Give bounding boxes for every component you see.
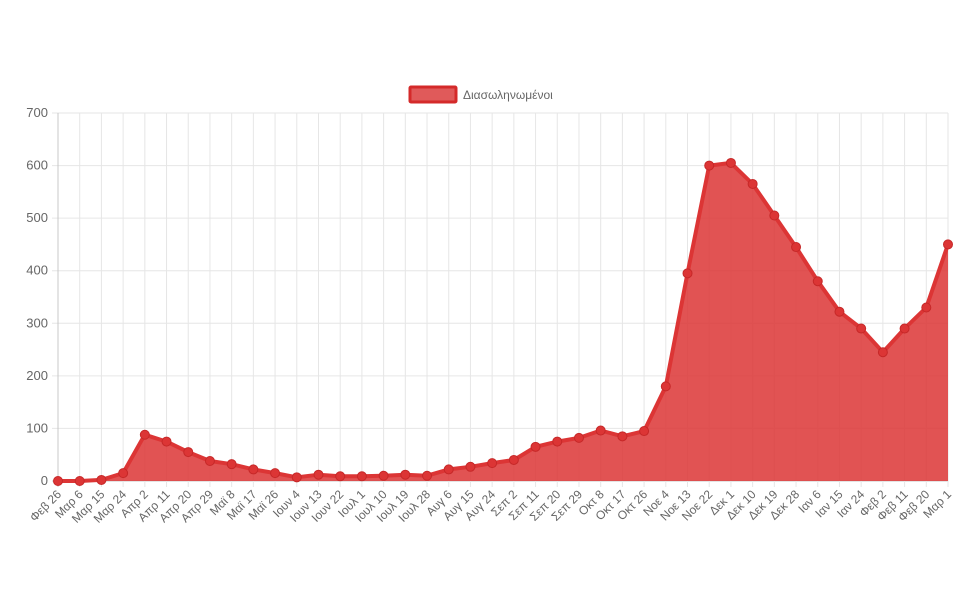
- data-point: [226, 459, 237, 470]
- data-point: [335, 471, 346, 482]
- data-point: [747, 178, 758, 189]
- data-point: [96, 474, 107, 485]
- y-tick-label: 700: [26, 105, 48, 120]
- data-point: [552, 436, 563, 447]
- data-point: [422, 470, 433, 481]
- data-point: [53, 476, 63, 486]
- chart-legend[interactable]: Διασωληνωμένοι: [408, 85, 553, 104]
- data-point: [834, 306, 845, 317]
- y-tick-label: 600: [26, 158, 48, 173]
- y-tick-label: 0: [41, 473, 48, 488]
- data-point: [595, 425, 606, 436]
- data-point: [183, 447, 194, 458]
- data-point: [704, 160, 715, 171]
- data-point: [443, 464, 454, 475]
- points-layer: [53, 157, 953, 486]
- data-point: [248, 464, 259, 475]
- data-point: [791, 242, 802, 253]
- legend-label: Διασωληνωμένοι: [463, 88, 553, 102]
- y-axis: 0 100 200 300 400 500 600 700: [26, 105, 48, 488]
- series-layer: [58, 160, 950, 483]
- data-point: [943, 239, 953, 250]
- y-tick-label: 100: [26, 420, 48, 435]
- data-point: [877, 347, 888, 358]
- data-point: [400, 469, 411, 480]
- data-point: [899, 323, 910, 334]
- data-point: [313, 469, 324, 480]
- data-point: [639, 426, 650, 437]
- data-point: [856, 323, 867, 334]
- data-point: [573, 432, 584, 443]
- data-point: [921, 302, 932, 313]
- data-point: [161, 436, 172, 447]
- y-tick-label: 300: [26, 315, 48, 330]
- data-point: [508, 454, 519, 465]
- data-point: [769, 210, 780, 221]
- data-point: [204, 456, 215, 467]
- legend-swatch: [408, 85, 458, 104]
- data-point: [270, 468, 281, 479]
- data-point: [378, 470, 389, 481]
- data-point: [812, 276, 823, 287]
- data-point: [356, 471, 367, 482]
- data-point: [530, 441, 541, 452]
- data-point: [139, 429, 150, 440]
- y-tick-label: 500: [26, 210, 48, 225]
- data-point: [465, 461, 476, 472]
- data-point: [617, 431, 628, 442]
- data-point: [291, 472, 302, 483]
- data-point: [74, 476, 85, 486]
- data-point: [660, 381, 671, 392]
- data-point: [682, 268, 693, 279]
- y-tick-label: 200: [26, 368, 48, 383]
- data-point: [725, 157, 736, 168]
- y-tick-label: 400: [26, 263, 48, 278]
- data-point: [487, 458, 498, 469]
- series-area: [58, 162, 948, 481]
- data-point: [118, 468, 129, 479]
